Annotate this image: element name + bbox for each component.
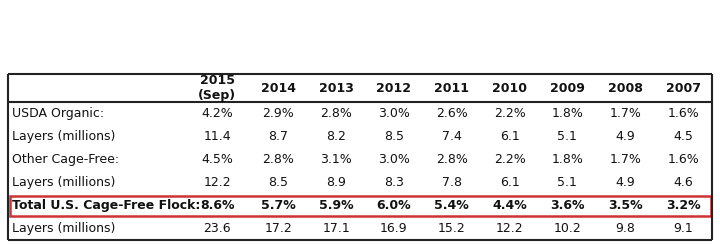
Text: 6.0%: 6.0%: [377, 199, 411, 212]
Text: 8.7: 8.7: [269, 130, 288, 143]
Text: 2.8%: 2.8%: [320, 107, 352, 120]
Text: 5.1: 5.1: [557, 130, 577, 143]
Text: 2012: 2012: [377, 81, 411, 94]
Text: 3.6%: 3.6%: [550, 199, 585, 212]
Text: 23.6: 23.6: [204, 222, 231, 235]
Text: 3.0%: 3.0%: [378, 153, 410, 166]
Text: 4.5: 4.5: [673, 130, 693, 143]
Text: 8.5: 8.5: [384, 130, 404, 143]
Text: Layers (millions): Layers (millions): [12, 130, 115, 143]
Text: USDA Organic:: USDA Organic:: [12, 107, 104, 120]
Text: 1.7%: 1.7%: [609, 107, 642, 120]
Text: 12.2: 12.2: [204, 176, 231, 189]
Text: Layers (millions): Layers (millions): [12, 222, 115, 235]
Text: 7.4: 7.4: [442, 130, 462, 143]
Text: 9.1: 9.1: [673, 222, 693, 235]
Text: 2.2%: 2.2%: [494, 153, 526, 166]
Text: 10.2: 10.2: [554, 222, 581, 235]
Text: 2011: 2011: [434, 81, 469, 94]
Text: 2.8%: 2.8%: [436, 153, 468, 166]
Text: 8.9: 8.9: [326, 176, 346, 189]
Text: 4.4%: 4.4%: [492, 199, 527, 212]
Text: 2007: 2007: [665, 81, 701, 94]
Text: 17.2: 17.2: [264, 222, 292, 235]
Text: 8.2: 8.2: [326, 130, 346, 143]
Text: 15.2: 15.2: [438, 222, 466, 235]
Text: 8.5: 8.5: [269, 176, 288, 189]
Text: 2.8%: 2.8%: [262, 153, 294, 166]
Text: 8.6%: 8.6%: [200, 199, 235, 212]
Text: 2013: 2013: [319, 81, 354, 94]
Text: 12.2: 12.2: [496, 222, 523, 235]
Text: 1.7%: 1.7%: [609, 153, 642, 166]
Text: 4.6: 4.6: [673, 176, 693, 189]
Text: 1.6%: 1.6%: [667, 153, 699, 166]
Text: 2.6%: 2.6%: [436, 107, 467, 120]
Text: 9.8: 9.8: [616, 222, 635, 235]
Text: 2010: 2010: [492, 81, 527, 94]
Text: 2009: 2009: [550, 81, 585, 94]
Text: 5.1: 5.1: [557, 176, 577, 189]
Text: 17.1: 17.1: [322, 222, 350, 235]
Text: 4.9: 4.9: [616, 130, 635, 143]
Text: 5.9%: 5.9%: [319, 199, 354, 212]
Text: 5.4%: 5.4%: [434, 199, 469, 212]
Bar: [9, 195, 711, 215]
Text: Total U.S. Cage-Free Flock:: Total U.S. Cage-Free Flock:: [12, 199, 200, 212]
Text: 3.1%: 3.1%: [320, 153, 352, 166]
Text: 3.5%: 3.5%: [608, 199, 642, 212]
Text: 1.8%: 1.8%: [552, 153, 583, 166]
Text: 2.9%: 2.9%: [262, 107, 294, 120]
Text: Other Cage-Free:: Other Cage-Free:: [12, 153, 119, 166]
Text: 6.1: 6.1: [500, 130, 519, 143]
Text: 1.6%: 1.6%: [667, 107, 699, 120]
Text: 8.3: 8.3: [384, 176, 404, 189]
Text: 2.2%: 2.2%: [494, 107, 526, 120]
Text: 11.4: 11.4: [204, 130, 231, 143]
Text: 16.9: 16.9: [380, 222, 408, 235]
Text: 5.7%: 5.7%: [261, 199, 296, 212]
Text: 1.8%: 1.8%: [552, 107, 583, 120]
Text: 3.2%: 3.2%: [666, 199, 701, 212]
Text: 2015
(Sep): 2015 (Sep): [198, 74, 236, 102]
Text: 4.2%: 4.2%: [202, 107, 233, 120]
Text: 6.1: 6.1: [500, 176, 519, 189]
Text: 7.8: 7.8: [442, 176, 462, 189]
Text: Layers (millions): Layers (millions): [12, 176, 115, 189]
Text: 2014: 2014: [261, 81, 296, 94]
Text: 3.0%: 3.0%: [378, 107, 410, 120]
Text: 4.5%: 4.5%: [202, 153, 233, 166]
Text: 4.9: 4.9: [616, 176, 635, 189]
Text: 2008: 2008: [608, 81, 643, 94]
